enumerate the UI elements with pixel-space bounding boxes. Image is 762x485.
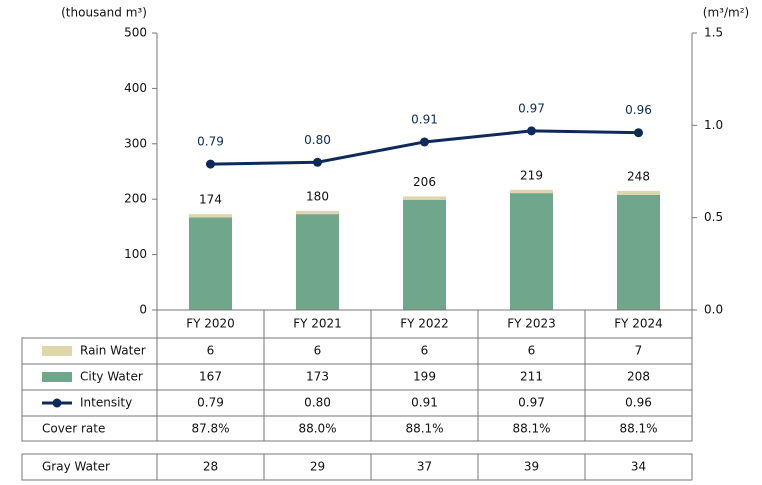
x-tick-label: FY 2023 bbox=[507, 317, 556, 331]
bar bbox=[296, 214, 339, 310]
value-label: 0.91 bbox=[411, 112, 438, 126]
marker bbox=[634, 128, 643, 138]
table-row bbox=[21, 415, 693, 442]
table-cell: 208 bbox=[627, 370, 650, 384]
row-label: Cover rate bbox=[42, 422, 105, 436]
row-label: City Water bbox=[80, 370, 143, 384]
bar bbox=[510, 193, 553, 310]
total-label: 174 bbox=[199, 193, 222, 207]
value-label: 0.96 bbox=[625, 103, 652, 117]
bar bbox=[403, 199, 446, 310]
total-label: 219 bbox=[520, 168, 543, 182]
table-cell: 0.91 bbox=[411, 396, 438, 410]
bar bbox=[617, 194, 660, 310]
legend-swatch bbox=[42, 372, 72, 382]
table-cell: 87.8% bbox=[191, 422, 229, 436]
row-label: Rain Water bbox=[80, 344, 146, 358]
table-cell: 28 bbox=[203, 460, 218, 474]
table-cell: 173 bbox=[306, 370, 329, 384]
y-tick-label: 200 bbox=[124, 192, 147, 206]
y2-tick-label: 0.0 bbox=[704, 303, 723, 317]
table-cell: 88.1% bbox=[619, 422, 657, 436]
x-tick-label: FY 2024 bbox=[614, 317, 663, 331]
table-cell: 211 bbox=[520, 370, 543, 384]
legend-marker bbox=[52, 398, 62, 408]
table-cell: 0.97 bbox=[518, 396, 545, 410]
x-tick-label: FY 2022 bbox=[400, 317, 449, 331]
value-label: 0.80 bbox=[304, 133, 331, 147]
marker bbox=[313, 157, 322, 167]
row-label: Gray Water bbox=[42, 460, 110, 474]
value-label: 0.79 bbox=[197, 135, 224, 149]
y2-tick-label: 1.0 bbox=[704, 118, 723, 132]
table-cell: 34 bbox=[631, 460, 646, 474]
y-tick-label: 100 bbox=[124, 247, 147, 261]
bar bbox=[510, 189, 553, 194]
bar bbox=[189, 214, 232, 218]
table-cell: 88.1% bbox=[512, 422, 550, 436]
table-cell: 29 bbox=[310, 460, 325, 474]
table-row bbox=[21, 453, 693, 481]
table-cell: 6 bbox=[528, 344, 536, 358]
y2-tick-label: 0.5 bbox=[704, 210, 723, 224]
table-cell: 7 bbox=[635, 344, 643, 358]
marker bbox=[527, 126, 536, 136]
table-cell: 0.80 bbox=[304, 396, 331, 410]
total-label: 180 bbox=[306, 189, 329, 203]
table-cell: 199 bbox=[413, 370, 436, 384]
x-tick-label: FY 2020 bbox=[186, 317, 235, 331]
table-cell: 6 bbox=[421, 344, 429, 358]
bar bbox=[296, 210, 339, 215]
bar bbox=[617, 190, 660, 195]
y-tick-label: 500 bbox=[124, 26, 147, 40]
table-cell: 39 bbox=[524, 460, 539, 474]
y-axis-title: (thousand m³) bbox=[61, 6, 147, 20]
row-label: Intensity bbox=[80, 396, 132, 410]
total-label: 206 bbox=[413, 175, 436, 189]
table-cell: 37 bbox=[417, 460, 432, 474]
table-cell: 88.1% bbox=[405, 422, 443, 436]
y-tick-label: 300 bbox=[124, 136, 147, 150]
y2-axis-title: (m³/m²) bbox=[703, 6, 749, 20]
value-label: 0.97 bbox=[518, 101, 545, 115]
x-tick-label: FY 2021 bbox=[293, 317, 342, 331]
table-cell: 0.79 bbox=[197, 396, 224, 410]
y2-tick-label: 1.5 bbox=[704, 26, 723, 40]
bar bbox=[189, 217, 232, 310]
table-cell: 88.0% bbox=[298, 422, 336, 436]
line bbox=[210, 129, 639, 166]
y-tick-label: 0 bbox=[139, 303, 147, 317]
marker bbox=[420, 137, 429, 147]
table-cell: 6 bbox=[207, 344, 215, 358]
table-cell: 6 bbox=[314, 344, 322, 358]
total-label: 248 bbox=[627, 169, 650, 183]
table-cell: 167 bbox=[199, 370, 222, 384]
marker bbox=[206, 159, 215, 169]
table-cell: 0.96 bbox=[625, 396, 652, 410]
legend-swatch bbox=[42, 346, 72, 356]
bar bbox=[403, 196, 446, 200]
y-tick-label: 400 bbox=[124, 81, 147, 95]
